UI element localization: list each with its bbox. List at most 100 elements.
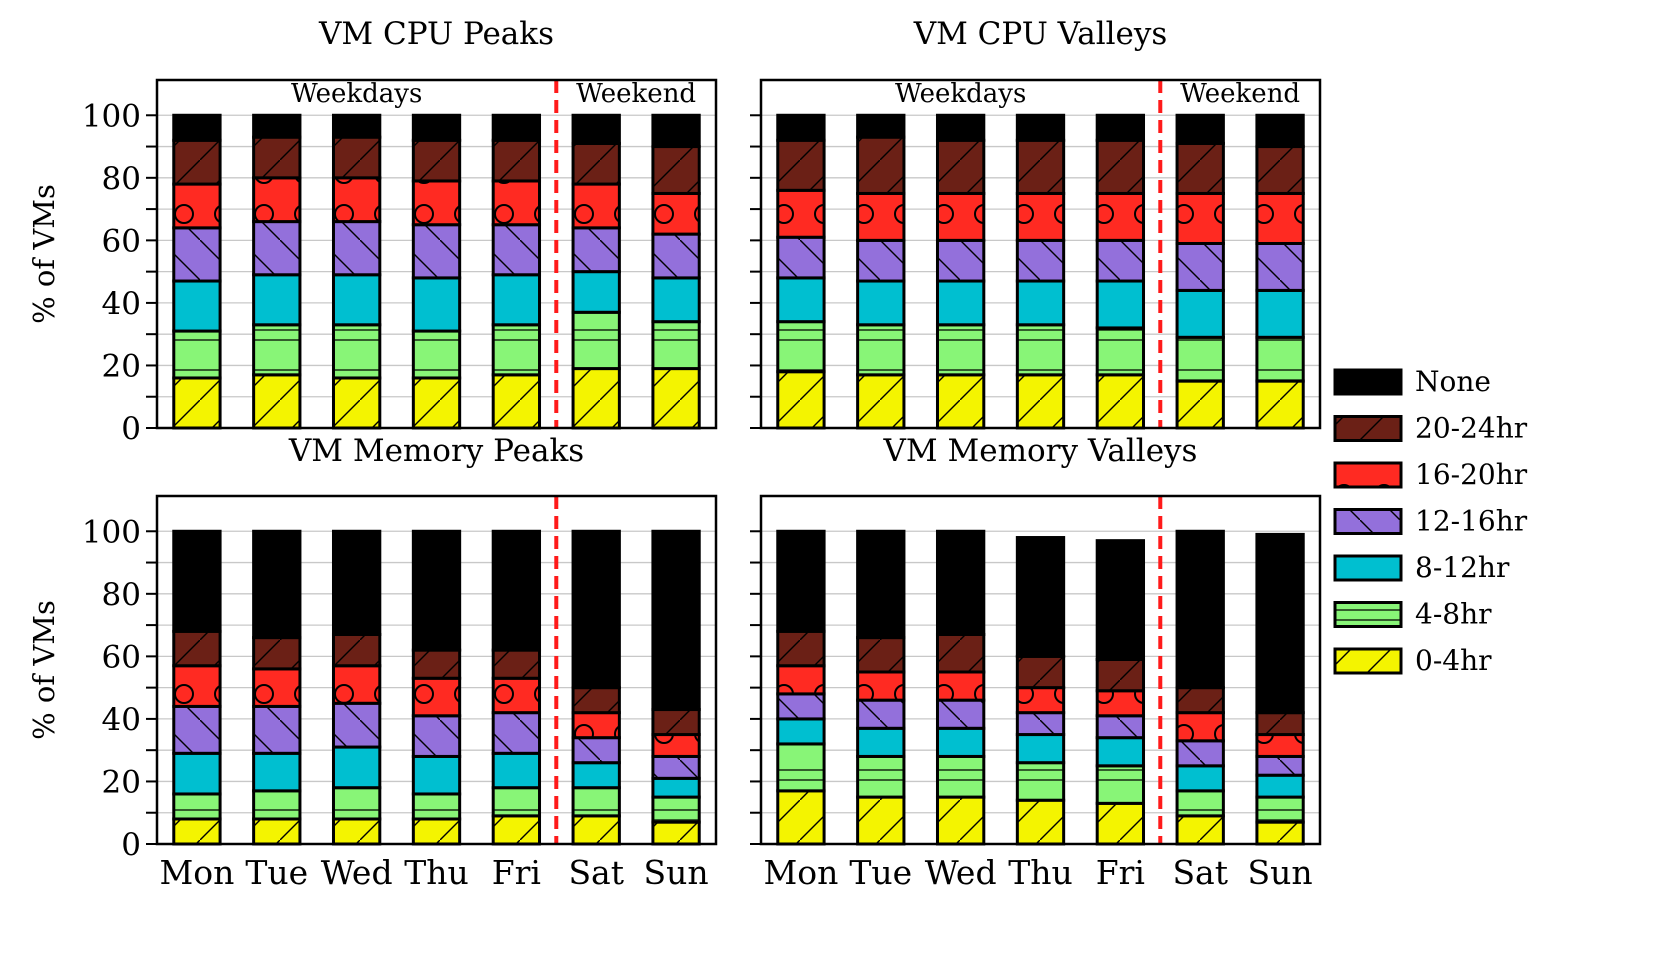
bar-segment-mon-4-8hr-hatch	[777, 743, 825, 791]
bar-segment-fri-20-24hr-hatch	[493, 140, 540, 181]
bar-segment-fri-16-20hr-hatch	[1097, 690, 1144, 716]
bar-segment-sun-none	[651, 113, 701, 149]
bar-segment-wed-4-8hr-hatch	[333, 324, 380, 378]
bar-segment-fri-8-12hr	[1095, 736, 1146, 768]
bar-segment-sun-8-12hr	[651, 776, 701, 799]
bar-segment-wed-12-16hr-hatch	[333, 703, 380, 748]
bar-segment-thu-0-4hr-hatch	[413, 377, 460, 428]
bar-segment-thu-4-8hr-hatch	[413, 793, 460, 819]
bar-segment-thu-0-4hr-hatch	[1017, 374, 1064, 428]
x-tick-label-wed: Wed	[925, 853, 997, 892]
bar-segment-tue-16-20hr-hatch	[253, 668, 300, 707]
bar-segment-thu-none	[411, 529, 462, 652]
chart-title: VM Memory Valleys	[883, 433, 1198, 469]
legend-item-0-4hr: 0-4hr	[1333, 644, 1492, 677]
bar-segment-wed-12-16hr-hatch	[333, 221, 380, 275]
bar-segment-sun-12-16hr-hatch	[652, 756, 700, 779]
bar-segment-fri-8-12hr	[1095, 279, 1146, 330]
bar-segment-mon-4-8hr-hatch	[777, 321, 825, 372]
axes-frame	[759, 494, 1322, 846]
legend-item-20-24hr: 20-24hr	[1333, 412, 1528, 445]
bar-segment-tue-12-16hr-hatch	[253, 221, 300, 275]
x-tick-label-mon: Mon	[763, 853, 838, 892]
bar-segment-fri-none	[1095, 113, 1146, 142]
bar-segment-sun-4-8hr-hatch	[652, 797, 700, 823]
bar-segment-thu-4-8hr-hatch	[1017, 762, 1064, 801]
bar-segment-fri-0-4hr-hatch	[1097, 803, 1144, 844]
bar-segment-wed-none	[331, 529, 382, 636]
bar-segment-thu-20-24hr-hatch	[1017, 140, 1064, 194]
bar-segment-thu-16-20hr-hatch	[413, 180, 460, 225]
bar-segment-wed-4-8hr-hatch	[937, 756, 984, 798]
bar-segment-sat-none	[571, 113, 621, 145]
bar-segment-wed-none	[935, 529, 986, 636]
bar-segment-wed-12-16hr-hatch	[937, 700, 984, 729]
bar-segment-wed-4-8hr-hatch	[333, 787, 380, 819]
bar-segment-tue-16-20hr-hatch	[857, 672, 904, 701]
bar-segment-mon-none	[776, 113, 826, 142]
bar-segment-fri-20-24hr-hatch	[1097, 140, 1144, 194]
bar-segment-wed-20-24hr-hatch	[333, 634, 380, 666]
bar-segment-sat-4-8hr-hatch	[1177, 337, 1224, 382]
bar-segment-mon-20-24hr-hatch	[173, 140, 221, 185]
bar-segment-sun-20-24hr-hatch	[652, 146, 700, 194]
bar-segment-sat-8-12hr	[1175, 288, 1225, 339]
bar-segment-sun-12-16hr-hatch	[1256, 243, 1304, 291]
y-tick-label: 80	[102, 577, 141, 613]
bar-segment-mon-0-4hr-hatch	[173, 818, 221, 844]
bar-segment-mon-8-12hr	[172, 279, 222, 333]
bar-segment-sun-none	[1255, 113, 1305, 149]
bar-segment-tue-none	[856, 113, 906, 139]
bar-segment-mon-8-12hr	[776, 276, 826, 324]
x-tick-label-sat: Sat	[568, 853, 624, 892]
axes-frame	[155, 78, 718, 430]
chart-panels: Weekdays Weekend VM CPU Peaks 0 20 40 60 80 100%…	[27, 16, 1322, 892]
bar-segment-sun-none	[1255, 532, 1305, 715]
bar-segment-mon-20-24hr-hatch	[777, 140, 825, 191]
bar-segment-wed-20-24hr-hatch	[937, 140, 984, 194]
bar-segment-tue-4-8hr-hatch	[857, 324, 904, 375]
bar-segment-mon-16-20hr-hatch	[777, 665, 825, 694]
bar-segment-wed-16-20hr-hatch	[937, 672, 984, 701]
chart-title: VM CPU Valleys	[913, 16, 1168, 52]
bar-segment-sat-12-16hr-hatch	[573, 227, 620, 272]
bar-segment-tue-4-8hr-hatch	[253, 324, 300, 375]
bar-segment-wed-16-20hr-hatch	[937, 193, 984, 241]
bar-segment-mon-none	[172, 113, 222, 142]
bar-segment-sun-16-20hr-hatch	[1256, 734, 1304, 757]
bar-segment-wed-none	[331, 113, 382, 139]
y-tick-label: 80	[102, 161, 141, 197]
axes-frame	[759, 78, 1322, 430]
bar-segment-sat-16-20hr-hatch	[1177, 193, 1224, 244]
bar-segment-sat-16-20hr-hatch	[1177, 712, 1224, 741]
x-tick-label-sat: Sat	[1172, 853, 1228, 892]
legend-swatch-hatch	[1335, 649, 1401, 673]
bar-segment-fri-16-20hr-hatch	[493, 180, 540, 225]
bar-segment-sat-4-8hr-hatch	[573, 787, 620, 816]
bar-segment-sun-none	[651, 529, 701, 712]
annotation-weekdays: Weekdays	[895, 79, 1026, 109]
bar-segment-mon-12-16hr-hatch	[173, 706, 221, 754]
bar-segment-mon-20-24hr-hatch	[777, 631, 825, 666]
bar-segment-thu-0-4hr-hatch	[413, 818, 460, 844]
bar-segment-tue-16-20hr-hatch	[253, 177, 300, 222]
bar-segment-tue-12-16hr-hatch	[857, 700, 904, 729]
bar-segment-tue-4-8hr-hatch	[857, 756, 904, 798]
bar-segment-thu-none	[1015, 536, 1066, 658]
bar-segment-thu-8-12hr	[1015, 279, 1066, 327]
bar-segment-fri-0-4hr-hatch	[493, 815, 540, 844]
y-tick-label: 40	[102, 702, 141, 738]
legend-swatch-hatch	[1335, 602, 1401, 627]
bar-segment-fri-4-8hr-hatch	[493, 324, 540, 375]
x-tick-label-mon: Mon	[159, 853, 234, 892]
legend-item-12-16hr: 12-16hr	[1333, 505, 1528, 538]
panel-vm-cpu-valleys: Weekdays Weekend VM CPU Valleys	[750, 16, 1322, 430]
y-tick-label: 60	[102, 639, 141, 675]
bar-segment-sun-0-4hr-hatch	[1256, 822, 1304, 844]
bar-segment-sat-20-24hr-hatch	[573, 143, 620, 185]
bar-segment-sun-4-8hr-hatch	[1256, 337, 1304, 382]
legend-label: 4-8hr	[1415, 598, 1492, 631]
bar-segment-thu-4-8hr-hatch	[413, 331, 460, 378]
bar-segment-fri-12-16hr-hatch	[1097, 240, 1144, 282]
